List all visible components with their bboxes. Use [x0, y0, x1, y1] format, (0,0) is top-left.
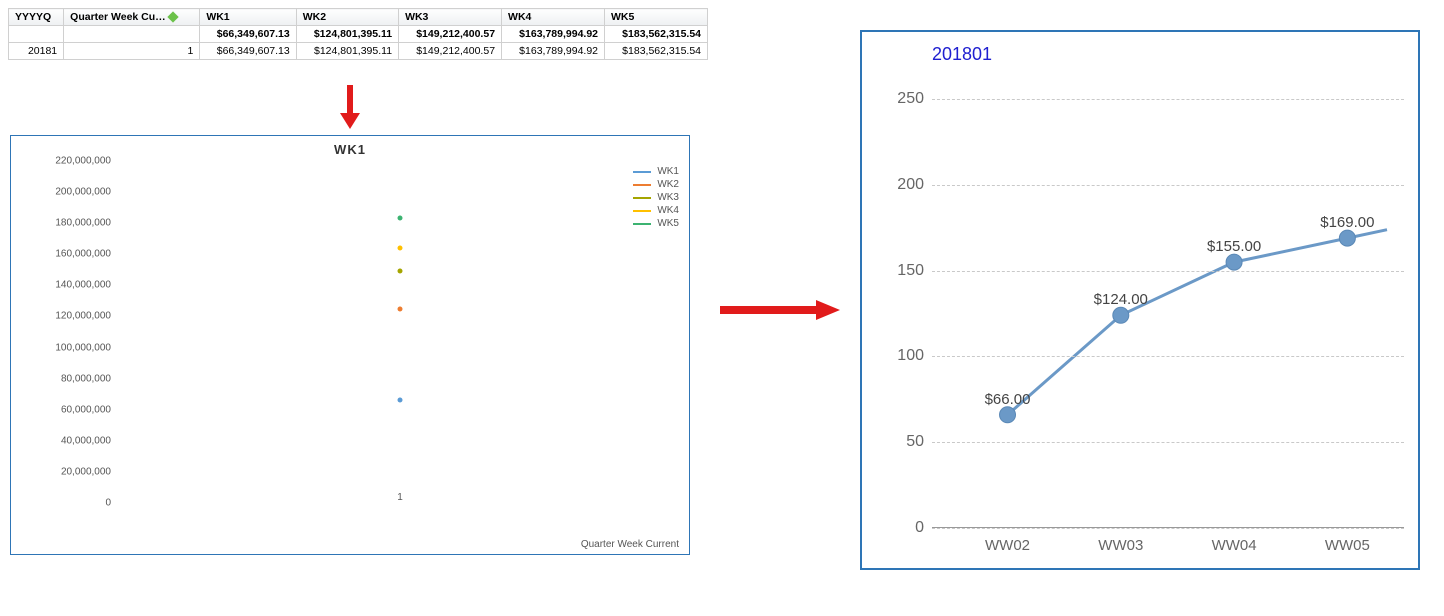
scatter-point-wk5 [398, 215, 403, 220]
legend-swatch-icon [633, 171, 651, 173]
col-yyyyq[interactable]: YYYYQ [9, 9, 64, 26]
line-marker [1000, 407, 1016, 423]
line-y-tick: 150 [884, 262, 924, 280]
grid-line [932, 528, 1404, 529]
scatter-data-area: 1 [119, 161, 681, 503]
data-label: $155.00 [1207, 238, 1261, 255]
line-plot-area: 050100150200250WW02WW03WW04WW05$66.00$12… [932, 82, 1404, 528]
pivot-table: YYYYQ Quarter Week Cu… WK1 WK2 WK3 WK4 W… [8, 8, 708, 60]
col-wk5[interactable]: WK5 [605, 9, 708, 26]
scatter-y-tick: 140,000,000 [19, 280, 111, 291]
line-series [1008, 230, 1387, 415]
scatter-chart: WK1 1 0 20,000,000 40,000,000 60,000,000 80,… [10, 135, 690, 555]
grid-line [932, 185, 1404, 186]
scatter-y-tick: 80,000,000 [19, 373, 111, 384]
scatter-y-tick: 0 [19, 498, 111, 509]
line-chart-title: 201801 [932, 44, 992, 65]
grid-line [932, 442, 1404, 443]
legend-item-wk3: WK3 [633, 192, 679, 203]
line-x-tick: WW02 [985, 537, 1030, 554]
legend-label: WK2 [657, 179, 679, 190]
col-quarter-week[interactable]: Quarter Week Cu… [64, 9, 200, 26]
legend-item-wk4: WK4 [633, 205, 679, 216]
sort-indicator-icon [167, 12, 178, 23]
line-y-tick: 100 [884, 347, 924, 365]
legend-label: WK1 [657, 166, 679, 177]
line-y-tick: 200 [884, 176, 924, 194]
arrow-down-icon [340, 85, 360, 129]
scatter-y-tick: 180,000,000 [19, 218, 111, 229]
col-wk1[interactable]: WK1 [200, 9, 296, 26]
data-label: $169.00 [1320, 214, 1374, 231]
grid-line [932, 271, 1404, 272]
table-totals-row: $66,349,607.13 $124,801,395.11 $149,212,… [9, 26, 708, 43]
scatter-point-wk2 [398, 306, 403, 311]
line-y-tick: 0 [884, 519, 924, 537]
data-label: $66.00 [985, 391, 1031, 408]
scatter-chart-title: WK1 [19, 142, 681, 157]
scatter-point-wk4 [398, 246, 403, 251]
scatter-y-tick: 220,000,000 [19, 156, 111, 167]
line-chart: 201801 050100150200250WW02WW03WW04WW05$6… [860, 30, 1420, 570]
legend-item-wk1: WK1 [633, 166, 679, 177]
legend-swatch-icon [633, 184, 651, 186]
col-wk3[interactable]: WK3 [399, 9, 502, 26]
legend-swatch-icon [633, 197, 651, 199]
col-wk4[interactable]: WK4 [502, 9, 605, 26]
scatter-y-tick: 160,000,000 [19, 249, 111, 260]
arrow-right-icon [720, 300, 840, 320]
grid-line [932, 99, 1404, 100]
line-x-tick: WW04 [1212, 537, 1257, 554]
scatter-y-tick: 120,000,000 [19, 311, 111, 322]
legend-label: WK3 [657, 192, 679, 203]
scatter-y-tick: 60,000,000 [19, 404, 111, 415]
line-y-tick: 50 [884, 433, 924, 451]
scatter-x-axis-label: Quarter Week Current [581, 539, 679, 550]
scatter-y-tick: 20,000,000 [19, 466, 111, 477]
scatter-y-tick: 200,000,000 [19, 187, 111, 198]
scatter-y-tick: 40,000,000 [19, 435, 111, 446]
scatter-x-tick: 1 [397, 492, 403, 503]
line-x-tick: WW05 [1325, 537, 1370, 554]
scatter-point-wk1 [398, 397, 403, 402]
line-marker [1113, 307, 1129, 323]
line-marker [1226, 254, 1242, 270]
legend-swatch-icon [633, 210, 651, 212]
scatter-legend: WK1 WK2 WK3 WK4 WK5 [633, 166, 679, 231]
legend-swatch-icon [633, 223, 651, 225]
line-y-tick: 250 [884, 90, 924, 108]
legend-item-wk2: WK2 [633, 179, 679, 190]
line-x-tick: WW03 [1098, 537, 1143, 554]
data-label: $124.00 [1094, 291, 1148, 308]
table-header-row: YYYYQ Quarter Week Cu… WK1 WK2 WK3 WK4 W… [9, 9, 708, 26]
legend-item-wk5: WK5 [633, 218, 679, 229]
table-detail-row: 20181 1 $66,349,607.13 $124,801,395.11 $… [9, 43, 708, 60]
grid-line [932, 356, 1404, 357]
line-marker [1339, 230, 1355, 246]
scatter-plot-area: 1 0 20,000,000 40,000,000 60,000,000 80,000,… [19, 161, 681, 521]
legend-label: WK5 [657, 218, 679, 229]
col-wk2[interactable]: WK2 [296, 9, 398, 26]
scatter-y-tick: 100,000,000 [19, 342, 111, 353]
legend-label: WK4 [657, 205, 679, 216]
scatter-point-wk3 [398, 269, 403, 274]
